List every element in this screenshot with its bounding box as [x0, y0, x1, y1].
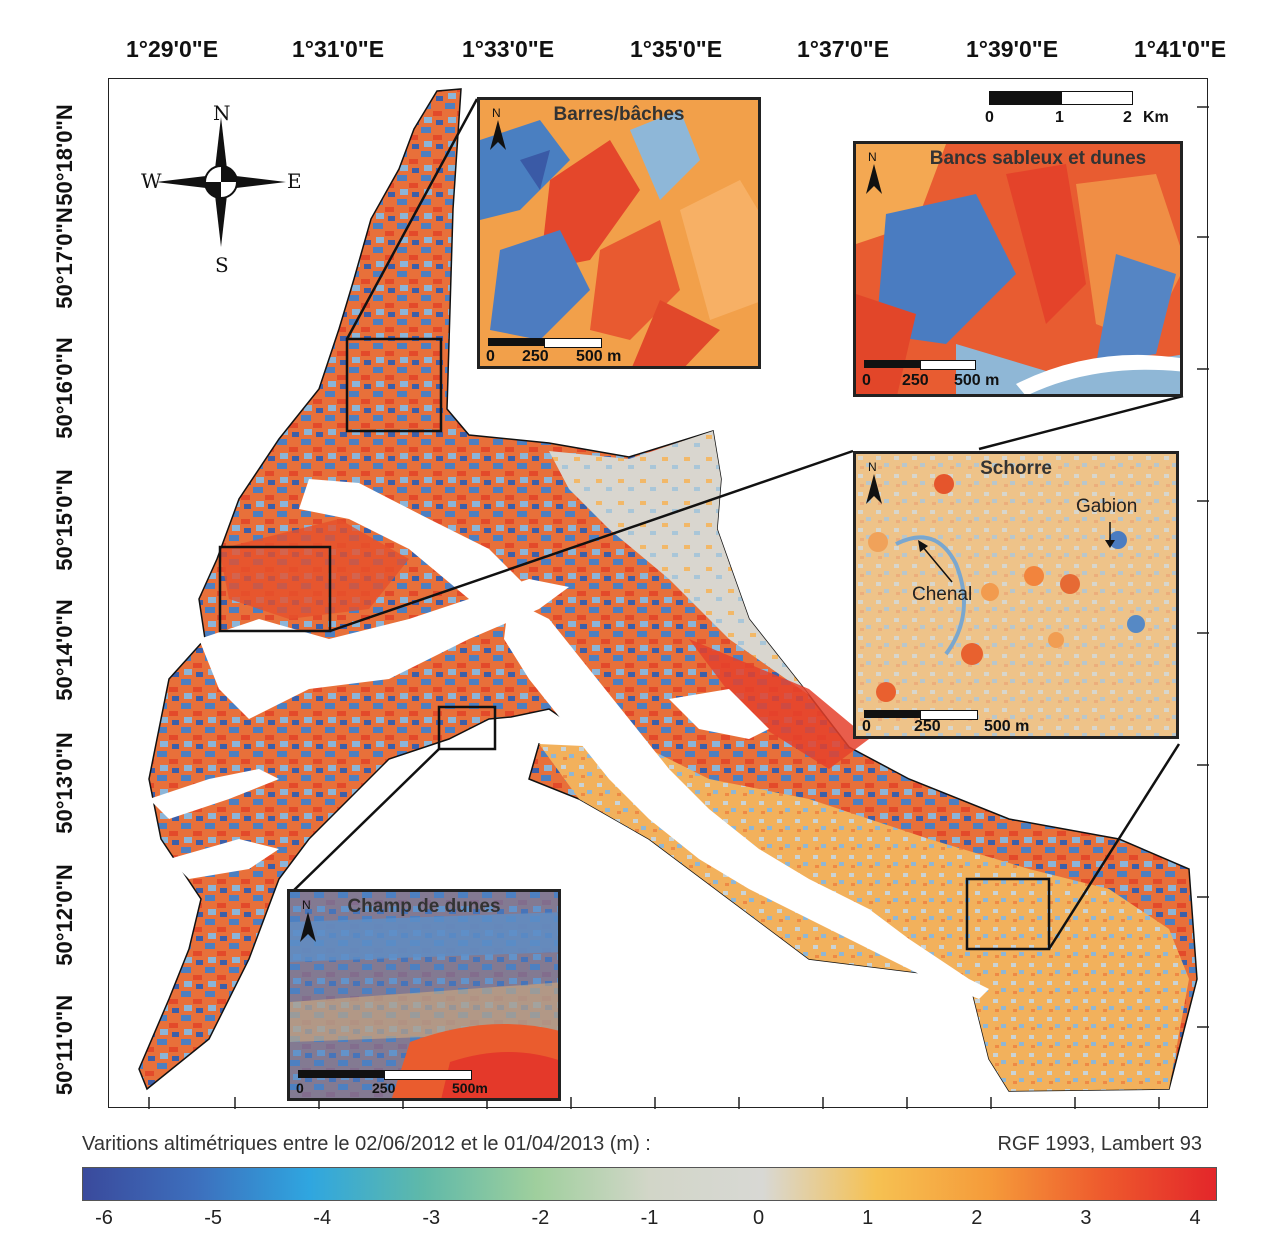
- lat-tick-label: 50°18'0"N: [52, 104, 77, 206]
- annotation-chenal: Chenal: [912, 584, 973, 605]
- colorbar-tick-label: 3: [1080, 1207, 1092, 1229]
- projection-label: RGF 1993, Lambert 93: [997, 1133, 1202, 1155]
- inset-bancs: Bancs sableux et dunes N 0 250 500 m: [853, 141, 1183, 397]
- lat-tick-label: 50°14'0"N: [52, 599, 77, 701]
- lon-tick-label: 1°37'0"E: [796, 36, 890, 62]
- compass-w: W: [141, 169, 162, 193]
- inset-scale-black: [864, 710, 920, 718]
- inset-scale-label: 250: [914, 718, 941, 735]
- inset-champ-north: N: [302, 898, 311, 912]
- scalebar-label: 0: [985, 109, 994, 126]
- inset-scale-label: 0: [862, 718, 871, 735]
- scalebar-unit: Km: [1143, 109, 1169, 126]
- inset-schorre-title: Schorre: [980, 458, 1052, 479]
- lon-tick-label: 1°35'0"E: [629, 36, 723, 62]
- lon-tick-label: 1°33'0"E: [461, 36, 555, 62]
- annotation-gabion: Gabion: [1076, 496, 1138, 517]
- compass-s: S: [215, 253, 229, 277]
- colorbar: [82, 1167, 1217, 1201]
- inset-barres-title: Barres/bâches: [553, 104, 685, 125]
- inset-barres-texture: [480, 100, 758, 366]
- lon-tick-label: 1°29'0"E: [125, 36, 219, 62]
- scalebar-label: 2: [1123, 109, 1132, 126]
- lat-tick-label: 50°16'0"N: [52, 337, 77, 439]
- estuary-channels: [149, 479, 989, 999]
- inset-bancs-texture: [856, 144, 1180, 394]
- inset-scale-black: [864, 360, 920, 368]
- inset-scale-label: 250: [902, 372, 929, 389]
- lat-tick-label: 50°11'0"N: [52, 994, 77, 1096]
- lon-tick-label: 1°31'0"E: [291, 36, 385, 62]
- study-boxes: [218, 337, 1051, 951]
- north-arrow-icon: [866, 164, 882, 194]
- inset-scale-label: 250: [372, 1080, 396, 1096]
- leader-lines: [288, 98, 1184, 950]
- colorbar-tick-label: 1: [862, 1207, 874, 1229]
- colorbar-tick-label: -3: [422, 1207, 441, 1229]
- lon-tick-label: 1°41'0"E: [1133, 36, 1227, 62]
- scalebar-label: 1: [1055, 109, 1064, 126]
- graticule-ticks: [148, 106, 1209, 1109]
- scalebar-black-segment: [989, 91, 1063, 105]
- colorbar-tick-label: -6: [95, 1207, 113, 1229]
- compass-icon: [156, 117, 286, 247]
- inset-scale-label: 500 m: [984, 718, 1030, 735]
- map-frame: N S W E 0 1 2 Km Barres/bâches N 0 250: [108, 78, 1209, 1109]
- inset-schorre: Schorre N Gabion Chenal 0 250 500 m: [853, 451, 1179, 739]
- main-scalebar: 0 1 2 Km: [985, 91, 1189, 131]
- scalebar-white-segment: [1061, 91, 1133, 105]
- compass-rose: N S W E: [141, 101, 302, 277]
- lat-tick-label: 50°15'0"N: [52, 469, 77, 571]
- inset-barres-north: N: [492, 106, 501, 120]
- legend-title: Varitions altimétriques entre le 02/06/2…: [82, 1133, 651, 1155]
- lat-tick-label: 50°17'0"N: [52, 207, 77, 309]
- colorbar-tick-label: -2: [531, 1207, 550, 1229]
- lat-tick-label: 50°13'0"N: [52, 732, 77, 834]
- inset-scale-black: [488, 338, 544, 346]
- north-arrow-icon: [866, 474, 882, 504]
- inset-barres: Barres/bâches N 0 250 500 m: [477, 97, 761, 369]
- lon-tick-label: 1°39'0"E: [965, 36, 1059, 62]
- inset-scale-black: [298, 1070, 384, 1078]
- inset-champ-texture: [290, 892, 558, 1098]
- north-arrow-icon: [490, 120, 506, 150]
- inset-scale-white: [544, 338, 602, 348]
- inset-scale-label: 500 m: [576, 348, 622, 365]
- inset-scale-label: 250: [522, 348, 549, 365]
- inset-scale-white: [920, 360, 976, 370]
- inset-scale-label: 0: [296, 1080, 304, 1096]
- inset-scale-label: 500 m: [954, 372, 1000, 389]
- inset-champ: Champ de dunes N 0 250 500m: [287, 889, 561, 1101]
- inset-scale-white: [384, 1070, 472, 1080]
- inset-scale-label: 0: [486, 348, 495, 365]
- gabion-arrow-icon: [1105, 522, 1115, 548]
- inset-bancs-north: N: [868, 150, 877, 164]
- inset-bancs-title: Bancs sableux et dunes: [929, 148, 1147, 169]
- inset-schorre-north: N: [868, 460, 877, 474]
- chenal-arrow-icon: [918, 540, 953, 583]
- map-canvas: [138, 88, 1209, 1109]
- inset-scale-label: 0: [862, 372, 871, 389]
- colorbar-tick-label: 4: [1189, 1207, 1201, 1229]
- compass-n: N: [213, 101, 231, 125]
- colorbar-tick-label: -5: [204, 1207, 222, 1229]
- inset-scale-white: [920, 710, 978, 720]
- colorbar-tick-label: 2: [971, 1207, 983, 1229]
- inset-champ-title: Champ de dunes: [347, 896, 501, 917]
- inset-schorre-texture: [856, 454, 1176, 736]
- colorbar-tick-label: -1: [640, 1207, 659, 1229]
- compass-e: E: [287, 169, 302, 193]
- lat-tick-label: 50°12'0"N: [52, 864, 77, 966]
- colorbar-tick-label: 0: [753, 1207, 765, 1229]
- north-arrow-icon: [300, 912, 316, 942]
- colorbar-tick-label: -4: [313, 1207, 332, 1229]
- inset-scale-label: 500m: [452, 1080, 488, 1096]
